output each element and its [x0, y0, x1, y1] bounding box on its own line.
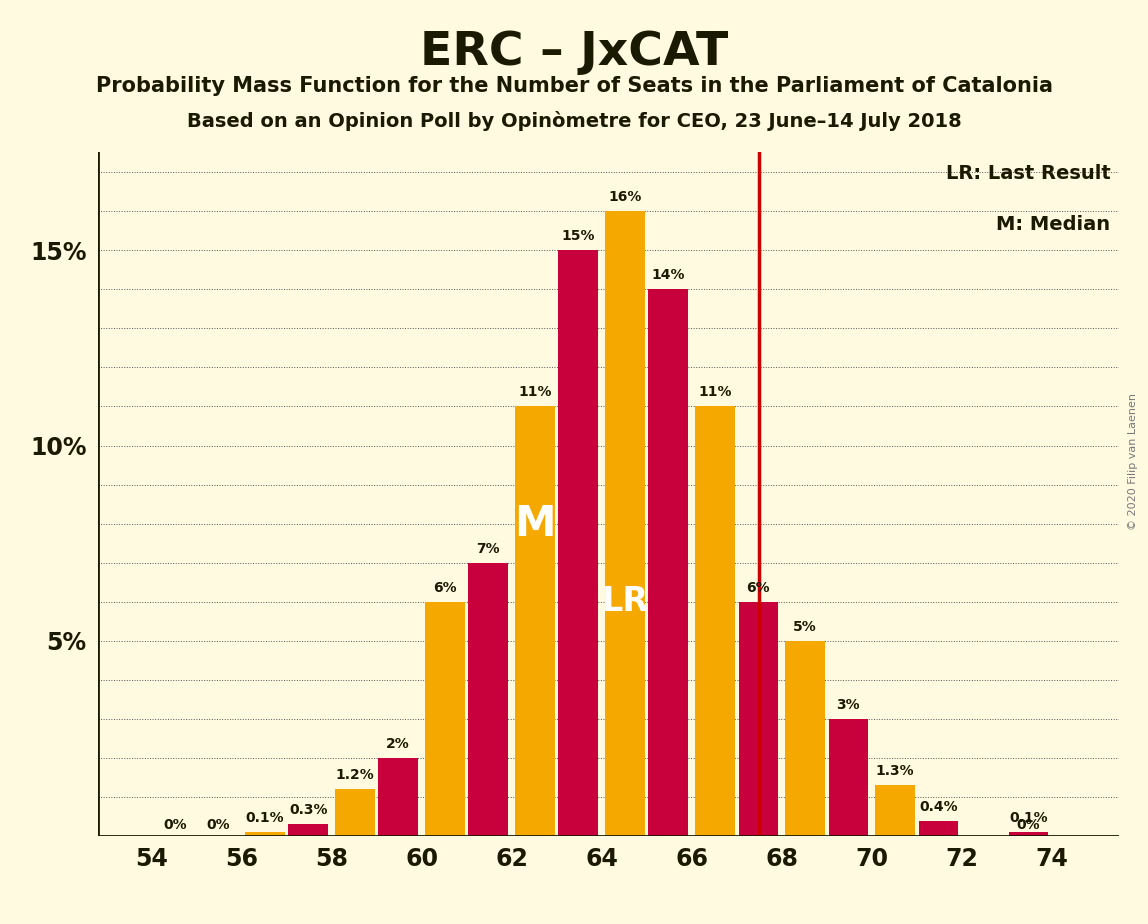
Text: Probability Mass Function for the Number of Seats in the Parliament of Catalonia: Probability Mass Function for the Number… — [95, 76, 1053, 96]
Text: LR: Last Result: LR: Last Result — [946, 164, 1110, 183]
Text: 0%: 0% — [1017, 819, 1040, 833]
Text: 15%: 15% — [561, 229, 595, 243]
Text: 14%: 14% — [652, 268, 685, 282]
Bar — [918, 821, 959, 836]
Text: 11%: 11% — [519, 385, 552, 399]
Text: © 2020 Filip van Laenen: © 2020 Filip van Laenen — [1128, 394, 1138, 530]
Bar — [288, 824, 328, 836]
Text: 6%: 6% — [746, 581, 770, 595]
Text: ERC – JxCAT: ERC – JxCAT — [420, 30, 728, 76]
Bar — [785, 641, 825, 836]
Bar — [468, 563, 509, 836]
Bar — [829, 719, 868, 836]
Text: 2%: 2% — [387, 737, 410, 751]
Text: 0.3%: 0.3% — [289, 804, 327, 818]
Text: 0.1%: 0.1% — [246, 811, 285, 825]
Text: 3%: 3% — [837, 698, 860, 712]
Bar — [605, 211, 645, 836]
Text: 11%: 11% — [698, 385, 732, 399]
Text: 5%: 5% — [793, 620, 817, 634]
Text: Based on an Opinion Poll by Opinòmetre for CEO, 23 June–14 July 2018: Based on an Opinion Poll by Opinòmetre f… — [187, 111, 961, 131]
Bar — [696, 407, 735, 836]
Bar — [649, 289, 688, 836]
Bar — [558, 250, 598, 836]
Bar — [335, 789, 375, 836]
Text: LR: LR — [602, 585, 649, 618]
Bar — [379, 758, 418, 836]
Text: 1.3%: 1.3% — [876, 764, 915, 778]
Bar — [515, 407, 554, 836]
Bar — [425, 602, 465, 836]
Text: 0%: 0% — [163, 819, 187, 833]
Text: 7%: 7% — [476, 541, 501, 555]
Text: 0%: 0% — [207, 819, 230, 833]
Text: 0.1%: 0.1% — [1009, 811, 1048, 825]
Bar — [875, 785, 915, 836]
Text: M: Median: M: Median — [996, 215, 1110, 234]
Text: M: M — [514, 503, 556, 544]
Text: 6%: 6% — [433, 581, 457, 595]
Bar — [246, 833, 285, 836]
Text: 0.4%: 0.4% — [920, 799, 957, 813]
Text: 1.2%: 1.2% — [335, 768, 374, 783]
Bar — [1009, 833, 1048, 836]
Bar — [738, 602, 778, 836]
Text: 16%: 16% — [608, 190, 642, 204]
